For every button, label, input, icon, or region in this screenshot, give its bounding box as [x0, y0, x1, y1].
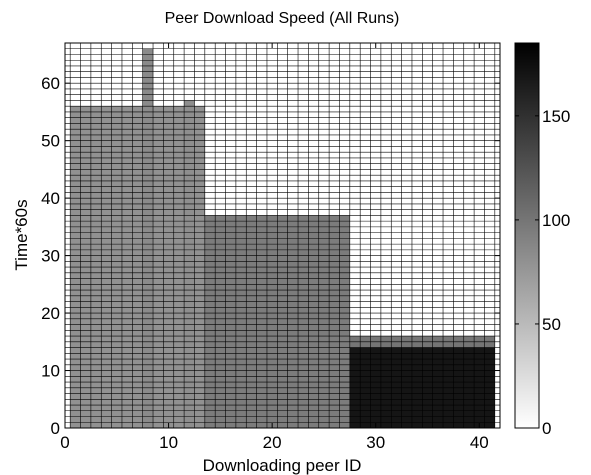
x-axis-ticks: 0 10 20 30 40: [60, 43, 489, 452]
colorbar-tick-label: 100: [542, 211, 570, 230]
plot-frame: [64, 42, 501, 429]
y-tick-label: 40: [41, 189, 60, 208]
colorbar-ticks: 0 50 100 150: [515, 107, 570, 438]
x-tick-label: 40: [470, 433, 489, 452]
colorbar-tick-label: 150: [542, 107, 570, 126]
chart-title: Peer Download Speed (All Runs): [165, 10, 400, 27]
x-tick-label: 30: [366, 433, 385, 452]
y-axis-ticks: 0 10 20 30 40 50 60: [41, 74, 500, 438]
grid-lines: [65, 43, 500, 428]
y-tick-label: 20: [41, 304, 60, 323]
y-tick-label: 60: [41, 74, 60, 93]
y-tick-label: 50: [41, 132, 60, 151]
y-tick-label: 30: [41, 247, 60, 266]
x-axis-label: Downloading peer ID: [203, 456, 362, 475]
x-tick-label: 0: [60, 433, 69, 452]
x-tick-label: 10: [159, 433, 178, 452]
colorbar-tick-label: 0: [542, 419, 551, 438]
colorbar-tick-label: 50: [542, 315, 561, 334]
colorbar: [514, 42, 540, 429]
y-tick-label: 10: [41, 362, 60, 381]
heatmap-cell-block: [184, 100, 195, 429]
x-tick-label: 20: [263, 433, 282, 452]
y-tick-label: 0: [51, 419, 60, 438]
y-axis-label: Time*60s: [12, 199, 31, 270]
